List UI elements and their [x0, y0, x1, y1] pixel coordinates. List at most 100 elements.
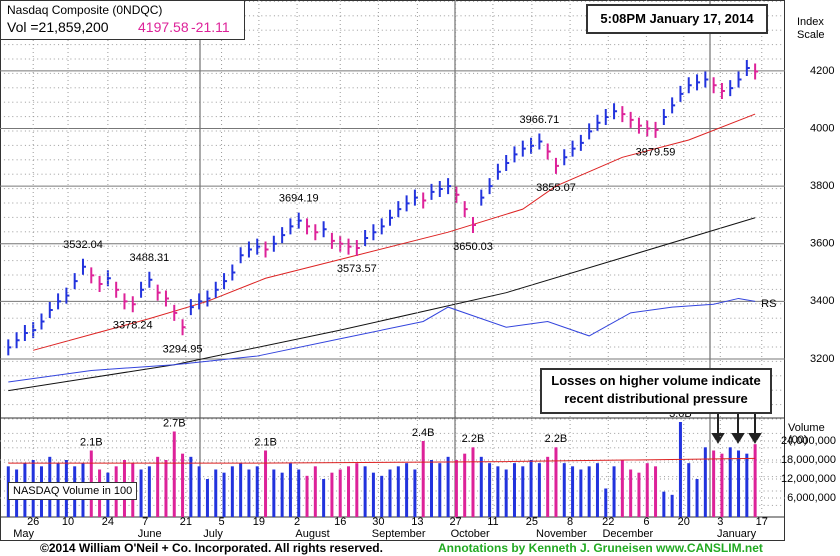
volume-bar — [745, 453, 749, 517]
volume-bar — [587, 466, 591, 517]
price-bar — [530, 137, 535, 154]
volume-bar — [156, 456, 160, 517]
price-bar — [463, 201, 468, 218]
volume-bar — [512, 463, 516, 517]
volume-bar — [205, 478, 209, 517]
volume-bar — [463, 453, 467, 517]
price-bar — [181, 319, 186, 336]
last-price: 4197.58 — [138, 19, 189, 35]
price-bar — [662, 108, 667, 125]
price-bar — [596, 114, 601, 131]
x-tick-label: 20 — [678, 516, 690, 528]
price-bar — [505, 155, 510, 172]
y-tick-label: 3400 — [810, 295, 834, 307]
x-tick-label: 30 — [372, 516, 384, 528]
price-bar — [397, 201, 402, 218]
volume-bar — [712, 450, 716, 517]
x-tick-label: 16 — [334, 516, 346, 528]
volume-bar — [454, 459, 458, 517]
volume-bar — [164, 459, 168, 517]
price-bar — [289, 218, 294, 235]
x-tick-label: 11 — [487, 516, 498, 528]
title: Nasdaq Composite (0NDQC) — [7, 3, 163, 17]
series-label: RS — [761, 298, 776, 310]
price-label: 3532.04 — [63, 239, 103, 251]
volume-bar — [255, 466, 259, 517]
volume-bar — [396, 466, 400, 517]
volume-bar — [637, 472, 641, 517]
price-label: 3855.07 — [536, 182, 576, 194]
x-tick-label: 3 — [717, 516, 723, 528]
price-bar — [272, 235, 277, 252]
value-label: 2.1B — [254, 436, 277, 448]
price-bar — [613, 103, 618, 120]
price-bar — [480, 189, 485, 206]
price-bar — [131, 296, 136, 313]
y-tick-label: 18,000,000 — [781, 454, 836, 466]
price-bar — [7, 339, 12, 356]
annotation: Losses on higher volume indicate recent … — [540, 368, 772, 414]
price-bar — [389, 209, 394, 226]
price-bar — [554, 157, 559, 174]
price-bar — [322, 221, 327, 238]
price-bar — [729, 80, 734, 97]
price-bar — [247, 241, 252, 258]
volume-bar — [297, 469, 301, 517]
x-tick-label: 26 — [27, 516, 39, 528]
volume-bar — [720, 453, 724, 517]
price-label: 3573.57 — [337, 263, 377, 275]
price-bar — [223, 273, 228, 290]
x-tick-label: 24 — [102, 516, 114, 528]
price-bar — [671, 97, 676, 114]
price-bar — [81, 258, 86, 275]
frame — [0, 0, 785, 541]
month-label: December — [602, 528, 653, 540]
credit: Annotations by Kenneth J. Gruneisen www.… — [438, 541, 763, 555]
copyright: ©2014 William O'Neil + Co. Incorporated.… — [40, 541, 383, 555]
volume-bar — [488, 463, 492, 517]
value-label: 2.1B — [80, 436, 103, 448]
price-bar — [231, 264, 236, 281]
y-tick-label: 24,000,000 — [781, 435, 836, 447]
price-bar — [546, 143, 551, 160]
x-tick-label: 17 — [756, 516, 768, 528]
volume-bar — [687, 463, 691, 517]
volume-bar — [413, 469, 417, 517]
price-bar — [471, 216, 476, 233]
price-bar — [115, 281, 120, 298]
price-bar — [438, 180, 443, 197]
price-bar — [488, 178, 493, 195]
volume-bar — [272, 469, 276, 517]
volume-bar — [189, 456, 193, 517]
price-label: 3294.95 — [163, 343, 203, 355]
price-bar — [629, 111, 634, 128]
x-tick-label: 22 — [602, 516, 614, 528]
volume-bar — [737, 450, 741, 517]
volume-bar — [529, 459, 533, 517]
volume-bar — [629, 469, 633, 517]
volume-average — [8, 457, 756, 464]
price-bar — [48, 301, 53, 318]
line-series — [8, 297, 756, 383]
price-bar — [15, 332, 20, 349]
line-series — [8, 217, 756, 392]
value-label: 2.7B — [163, 417, 186, 429]
price-bar — [513, 146, 518, 163]
price-bar — [737, 71, 742, 88]
price-bar — [90, 267, 95, 284]
volume-bar — [264, 450, 268, 517]
price-bar — [189, 299, 194, 316]
month-label: January — [717, 528, 757, 540]
volume-bar — [181, 453, 185, 517]
volume-bar — [579, 469, 583, 517]
price-bar — [281, 227, 286, 244]
price-label: 3979.59 — [636, 146, 676, 158]
volume-bar — [214, 469, 218, 517]
price-bar — [264, 241, 269, 258]
volume-bar — [230, 466, 234, 517]
x-tick-label: 13 — [411, 516, 423, 528]
price-label: 3488.31 — [129, 252, 169, 264]
y-tick-label: 3600 — [810, 238, 834, 250]
price-bar — [214, 281, 219, 298]
